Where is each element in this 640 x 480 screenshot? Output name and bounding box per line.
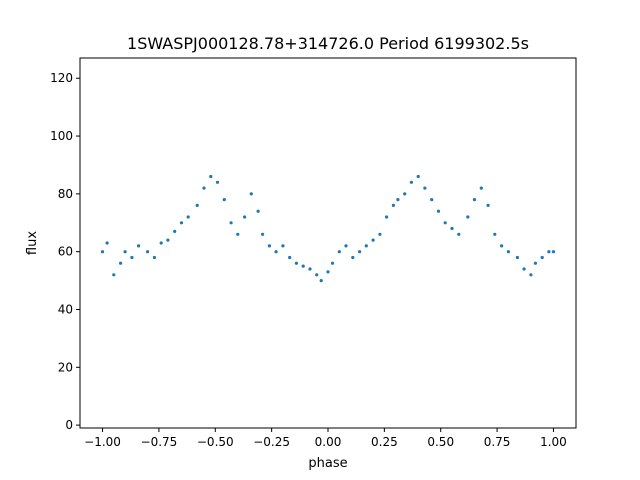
- x-tick-label: 0.25: [371, 435, 398, 449]
- data-point: [202, 186, 206, 190]
- chart-title: 1SWASPJ000128.78+314726.0 Period 6199302…: [127, 34, 529, 53]
- data-point: [500, 244, 504, 248]
- data-point: [506, 250, 510, 254]
- data-point: [515, 255, 520, 260]
- data-point: [249, 192, 253, 196]
- data-point: [450, 226, 454, 231]
- x-tick-label: −0.50: [197, 435, 234, 449]
- y-tick-label: 20: [58, 360, 73, 374]
- x-tick-label: 0.75: [484, 435, 511, 449]
- data-point: [466, 215, 470, 219]
- data-point: [112, 273, 116, 277]
- data-point: [236, 232, 240, 236]
- data-point: [344, 244, 348, 248]
- y-tick-label: 40: [58, 302, 73, 316]
- data-point: [179, 221, 184, 225]
- data-point: [274, 250, 278, 254]
- data-point: [547, 250, 551, 254]
- data-point: [443, 221, 447, 225]
- data-point: [267, 244, 271, 248]
- data-point: [326, 270, 330, 274]
- data-point: [540, 255, 544, 260]
- data-point: [261, 232, 265, 236]
- data-point: [294, 261, 298, 265]
- data-points: [100, 174, 556, 283]
- data-point: [403, 192, 407, 196]
- data-point: [522, 267, 526, 271]
- data-point: [159, 241, 163, 245]
- data-point: [378, 232, 382, 236]
- data-point: [391, 203, 395, 207]
- data-point: [137, 244, 141, 248]
- data-point: [351, 255, 355, 260]
- data-point: [409, 180, 413, 184]
- y-tick-label: 60: [58, 245, 73, 259]
- data-point: [105, 241, 109, 245]
- x-tick-label: 0.50: [427, 435, 454, 449]
- y-tick-label: 100: [50, 129, 73, 143]
- data-point: [430, 198, 434, 202]
- data-point: [301, 264, 305, 268]
- x-tick-label: −0.75: [141, 435, 178, 449]
- data-point: [288, 255, 292, 260]
- data-point: [486, 203, 490, 207]
- data-point: [319, 279, 323, 283]
- data-point: [385, 215, 389, 219]
- data-point: [195, 203, 199, 207]
- data-point: [416, 174, 420, 179]
- data-point: [166, 238, 170, 242]
- data-point: [123, 250, 127, 254]
- y-tick-label: 0: [65, 418, 73, 432]
- x-axis-ticks: −1.00 −0.75 −0.50 −0.25 0.00 0.25 0.50 0.75 1.00: [84, 428, 567, 449]
- data-point: [229, 221, 233, 225]
- x-tick-label: 1.00: [540, 435, 567, 449]
- x-tick-label: −1.00: [84, 435, 121, 449]
- data-point: [529, 273, 533, 277]
- data-point: [146, 250, 150, 254]
- data-point: [256, 209, 260, 213]
- data-point: [186, 215, 190, 219]
- data-point: [130, 255, 134, 260]
- data-point: [209, 174, 213, 179]
- data-point: [396, 198, 400, 202]
- data-point: [364, 244, 368, 248]
- data-point: [457, 232, 461, 236]
- data-point: [100, 250, 105, 254]
- data-point: [358, 250, 362, 254]
- data-point: [472, 198, 477, 202]
- plot-area-frame: [79, 57, 577, 429]
- data-point: [551, 250, 556, 254]
- x-tick-label: 0.00: [315, 435, 342, 449]
- data-point: [493, 232, 497, 236]
- y-tick-label: 80: [58, 187, 73, 201]
- x-axis-label: phase: [308, 456, 347, 471]
- y-axis-ticks: 0 20 40 60 80 100 120: [50, 71, 80, 432]
- data-point: [479, 186, 483, 190]
- data-point: [119, 261, 123, 265]
- y-tick-label: 120: [50, 71, 73, 85]
- data-point: [308, 267, 312, 271]
- data-point: [436, 209, 441, 213]
- data-point: [173, 229, 177, 233]
- data-point: [152, 255, 156, 260]
- data-point: [315, 273, 319, 277]
- data-point: [243, 215, 247, 219]
- data-point: [337, 250, 341, 254]
- data-point: [215, 180, 220, 184]
- data-point: [423, 186, 427, 190]
- data-point: [533, 261, 538, 265]
- data-point: [330, 261, 335, 265]
- data-point: [371, 238, 375, 242]
- data-point: [222, 198, 226, 202]
- y-axis-label: flux: [25, 231, 40, 255]
- data-point: [281, 244, 285, 248]
- x-tick-label: −0.25: [253, 435, 290, 449]
